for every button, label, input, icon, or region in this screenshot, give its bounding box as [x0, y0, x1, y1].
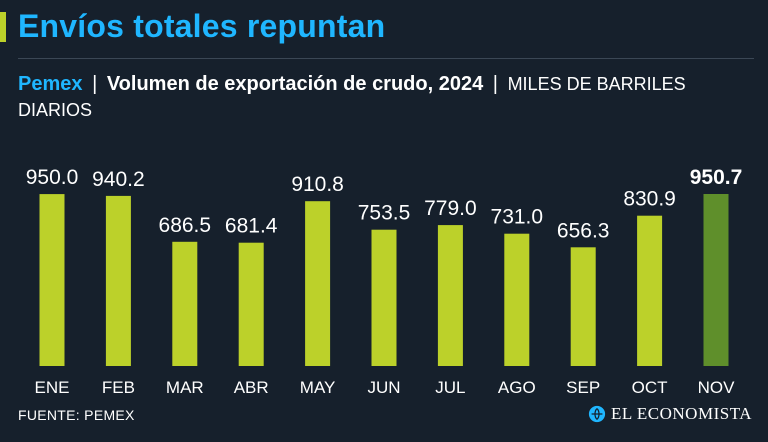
category-label-jul: JUL	[435, 378, 465, 397]
category-label-ene: ENE	[35, 378, 70, 397]
category-label-may: MAY	[300, 378, 336, 397]
bar-sep	[570, 247, 596, 366]
value-label-nov: 950.7	[690, 166, 743, 189]
chart-subtitle: Pemex | Volumen de exportación de crudo,…	[18, 71, 738, 123]
logo-text: EL ECONOMISTA	[611, 404, 752, 423]
headline: Envíos totales repuntan	[18, 8, 386, 44]
bar-ene	[39, 194, 65, 366]
bar-mar	[172, 241, 198, 366]
value-label-mar: 686.5	[159, 214, 212, 237]
publisher-logo: EL ECONOMISTA	[588, 404, 752, 424]
category-label-abr: ABR	[234, 378, 269, 397]
bar-abr	[238, 242, 264, 366]
bar-ago	[504, 233, 530, 366]
el-economista-logo-icon	[588, 405, 606, 423]
category-label-ago: AGO	[498, 378, 536, 397]
bar-jul	[437, 225, 463, 366]
source-note: FUENTE: PEMEX	[18, 407, 135, 423]
value-label-jun: 753.5	[358, 202, 411, 225]
units-label: MILES DE BARRILES DIARIOS	[18, 74, 686, 120]
bar-jun	[371, 229, 397, 366]
value-label-feb: 940.2	[92, 168, 145, 191]
value-label-ago: 731.0	[491, 206, 544, 229]
chart-title: Volumen de exportación de crudo, 2024	[106, 73, 484, 95]
subtitle-brand: Pemex	[18, 73, 83, 95]
category-label-oct: OCT	[632, 378, 668, 397]
value-label-sep: 656.3	[557, 219, 610, 242]
value-label-jul: 779.0	[424, 197, 477, 220]
category-label-nov: NOV	[698, 378, 736, 397]
subtitle-separator: |	[92, 73, 98, 95]
bar-feb	[105, 195, 131, 366]
headline-accent-bar	[0, 12, 6, 42]
value-label-ene: 950.0	[26, 166, 79, 189]
header-divider	[18, 58, 754, 59]
bar-may	[305, 201, 331, 366]
bar-oct	[637, 215, 663, 366]
category-label-sep: SEP	[566, 378, 600, 397]
category-label-feb: FEB	[102, 378, 135, 397]
value-label-oct: 830.9	[623, 188, 676, 211]
subtitle-separator-2: |	[492, 73, 498, 95]
bar-nov	[703, 194, 729, 366]
value-label-abr: 681.4	[225, 215, 278, 238]
category-label-mar: MAR	[166, 378, 204, 397]
value-label-may: 910.8	[291, 173, 344, 196]
category-label-jun: JUN	[367, 378, 400, 397]
